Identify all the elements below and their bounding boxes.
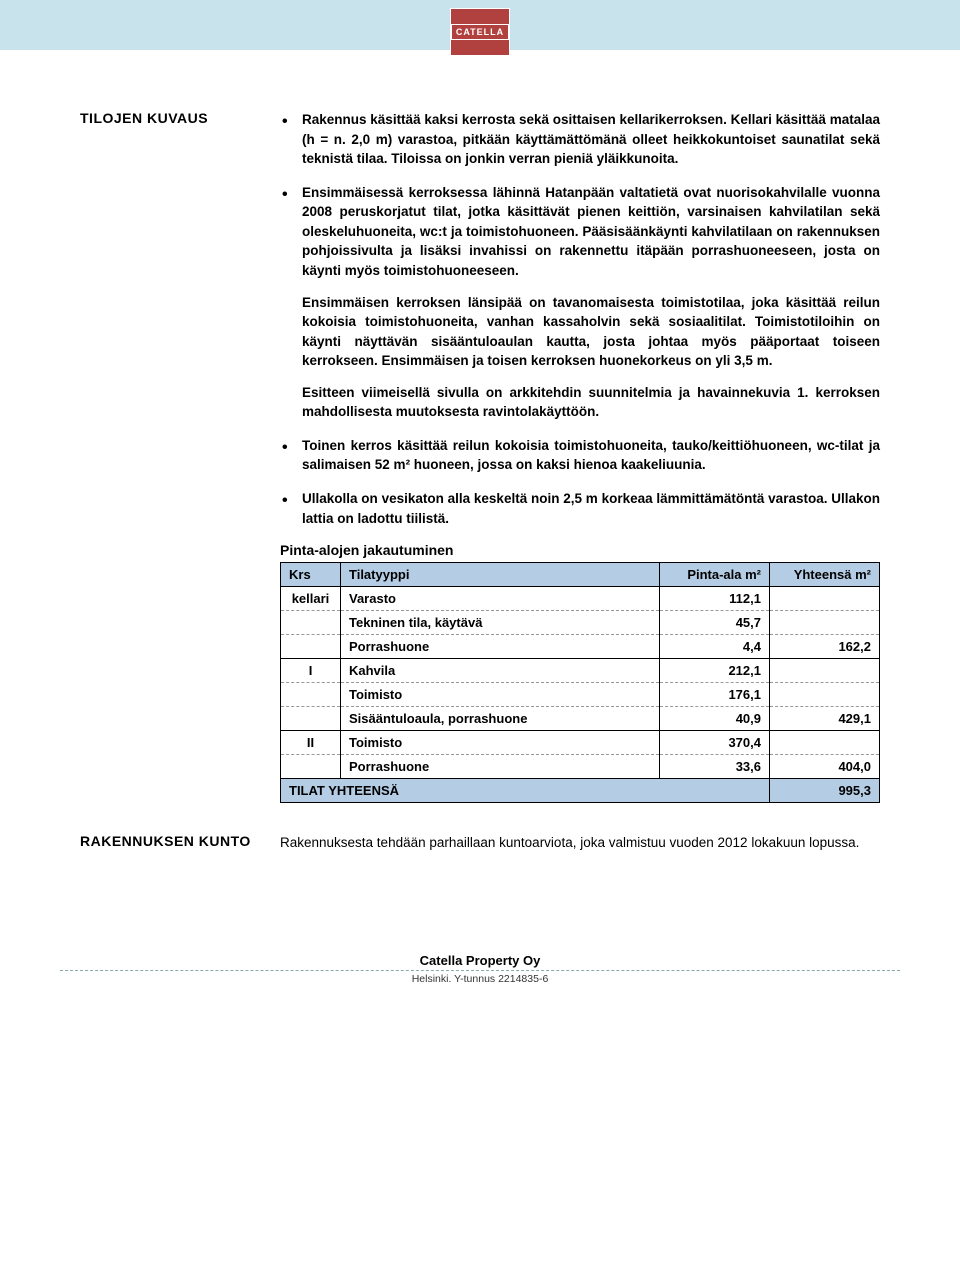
cell-yhteensa: 429,1 — [770, 707, 880, 731]
cell-tyyppi: Toimisto — [341, 731, 660, 755]
th-ala: Pinta-ala m² — [660, 563, 770, 587]
cell-tyyppi: Porrashuone — [341, 635, 660, 659]
sub-paragraph: Esitteen viimeisellä sivulla on arkkiteh… — [302, 383, 880, 422]
cell-krs: II — [281, 731, 341, 755]
cell-yhteensa — [770, 659, 880, 683]
th-krs: Krs — [281, 563, 341, 587]
cell-yhteensa — [770, 611, 880, 635]
cell-krs — [281, 635, 341, 659]
total-value: 995,3 — [770, 779, 880, 803]
total-label: TILAT YHTEENSÄ — [281, 779, 770, 803]
header-bar: CATELLA — [0, 0, 960, 50]
table-row: Porrashuone4,4162,2 — [281, 635, 880, 659]
cell-ala: 33,6 — [660, 755, 770, 779]
kunto-paragraph: Rakennuksesta tehdään parhaillaan kuntoa… — [280, 833, 880, 853]
cell-krs — [281, 755, 341, 779]
cell-krs: I — [281, 659, 341, 683]
list-item: Rakennus käsittää kaksi kerrosta sekä os… — [280, 110, 880, 169]
cell-tyyppi: Tekninen tila, käytävä — [341, 611, 660, 635]
cell-ala: 370,4 — [660, 731, 770, 755]
cell-ala: 176,1 — [660, 683, 770, 707]
cell-ala: 45,7 — [660, 611, 770, 635]
cell-yhteensa: 404,0 — [770, 755, 880, 779]
table-total-row: TILAT YHTEENSÄ995,3 — [281, 779, 880, 803]
cell-tyyppi: Kahvila — [341, 659, 660, 683]
footer: Catella Property Oy Helsinki. Y-tunnus 2… — [0, 953, 960, 985]
cell-yhteensa — [770, 731, 880, 755]
cell-tyyppi: Sisääntuloaula, porrashuone — [341, 707, 660, 731]
cell-yhteensa: 162,2 — [770, 635, 880, 659]
table-row: Porrashuone33,6404,0 — [281, 755, 880, 779]
table-row: Tekninen tila, käytävä45,7 — [281, 611, 880, 635]
bullet-text: Toinen kerros käsittää reilun kokoisia t… — [302, 438, 880, 473]
bullet-text: Rakennus käsittää kaksi kerrosta sekä os… — [302, 112, 880, 166]
cell-krs — [281, 683, 341, 707]
table-row: IKahvila212,1 — [281, 659, 880, 683]
table-row: Sisääntuloaula, porrashuone40,9429,1 — [281, 707, 880, 731]
cell-krs: kellari — [281, 587, 341, 611]
footer-sub: Helsinki. Y-tunnus 2214835-6 — [0, 973, 960, 985]
bullet-list: Rakennus käsittää kaksi kerrosta sekä os… — [280, 110, 880, 528]
list-item: Ensimmäisessä kerroksessa lähinnä Hatanp… — [280, 183, 880, 422]
section-heading-tilojen: TILOJEN KUVAUS — [80, 110, 280, 126]
cell-tyyppi: Varasto — [341, 587, 660, 611]
table-row: IIToimisto370,4 — [281, 731, 880, 755]
area-table: Krs Tilatyyppi Pinta-ala m² Yhteensä m² … — [280, 562, 880, 803]
cell-yhteensa — [770, 683, 880, 707]
table-row: kellariVarasto112,1 — [281, 587, 880, 611]
cell-krs — [281, 707, 341, 731]
cell-tyyppi: Porrashuone — [341, 755, 660, 779]
logo: CATELLA — [450, 8, 510, 56]
sub-paragraph: Ensimmäisen kerroksen länsipää on tavano… — [302, 293, 880, 371]
cell-ala: 4,4 — [660, 635, 770, 659]
cell-ala: 40,9 — [660, 707, 770, 731]
cell-tyyppi: Toimisto — [341, 683, 660, 707]
footer-company: Catella Property Oy — [0, 953, 960, 968]
cell-krs — [281, 611, 341, 635]
bullet-text: Ullakolla on vesikaton alla keskeltä noi… — [302, 491, 880, 526]
th-tyyppi: Tilatyyppi — [341, 563, 660, 587]
cell-ala: 112,1 — [660, 587, 770, 611]
section-heading-kunto: RAKENNUKSEN KUNTO — [80, 833, 280, 849]
cell-yhteensa — [770, 587, 880, 611]
th-yht: Yhteensä m² — [770, 563, 880, 587]
page-content: TILOJEN KUVAUS Rakennus käsittää kaksi k… — [0, 50, 960, 883]
table-header-row: Krs Tilatyyppi Pinta-ala m² Yhteensä m² — [281, 563, 880, 587]
footer-divider — [60, 970, 900, 971]
bullet-text: Ensimmäisessä kerroksessa lähinnä Hatanp… — [302, 185, 880, 278]
list-item: Ullakolla on vesikaton alla keskeltä noi… — [280, 489, 880, 528]
logo-text: CATELLA — [451, 24, 509, 40]
cell-ala: 212,1 — [660, 659, 770, 683]
table-row: Toimisto176,1 — [281, 683, 880, 707]
table-title: Pinta-alojen jakautuminen — [280, 542, 880, 558]
list-item: Toinen kerros käsittää reilun kokoisia t… — [280, 436, 880, 475]
